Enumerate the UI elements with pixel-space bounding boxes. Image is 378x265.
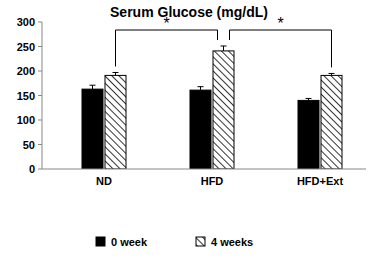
significance-bracket: [116, 30, 218, 66]
bar: [298, 100, 319, 169]
error-bar: [329, 73, 335, 75]
y-tick: [38, 71, 42, 72]
bar: [321, 75, 342, 169]
significance-bracket: [230, 30, 332, 67]
x-tick-label: HFD+Ext: [297, 175, 343, 187]
error-bar: [113, 72, 119, 75]
legend-swatch: [196, 237, 205, 246]
y-tick-label: 0: [29, 163, 35, 175]
chart: Serum Glucose (mg/dL) 0 50 100 150 200 250 300 N…: [0, 0, 378, 265]
y-tick: [38, 46, 42, 47]
error-bar: [90, 85, 96, 89]
bar: [213, 51, 234, 169]
legend-label: 4 weeks: [211, 236, 253, 248]
y-tick-label: 200: [17, 65, 35, 77]
title: Serum Glucose (mg/dL): [110, 4, 268, 20]
y-tick: [38, 144, 42, 145]
y-tick: [38, 22, 42, 23]
y-tick-label: 300: [17, 16, 35, 28]
x-tick-label: HFD: [201, 175, 224, 187]
error-bar: [221, 46, 227, 51]
y-tick: [38, 169, 42, 170]
bar: [105, 75, 126, 169]
y-tick-label: 100: [17, 114, 35, 126]
y-tick: [38, 120, 42, 121]
legend-swatch: [96, 237, 105, 246]
error-bar: [198, 87, 204, 90]
significance-star: *: [277, 15, 283, 32]
bars: [82, 46, 342, 169]
x-axis-line: [42, 169, 366, 170]
y-tick-label: 250: [17, 41, 35, 53]
legend-label: 0 week: [111, 236, 148, 248]
significance-star: *: [163, 15, 169, 32]
y-tick-label: 150: [17, 90, 35, 102]
bar: [82, 89, 103, 169]
x-tick-label: ND: [96, 175, 112, 187]
bar: [190, 90, 211, 169]
y-tick: [38, 95, 42, 96]
y-tick-label: 50: [23, 139, 35, 151]
error-bar: [306, 98, 312, 100]
